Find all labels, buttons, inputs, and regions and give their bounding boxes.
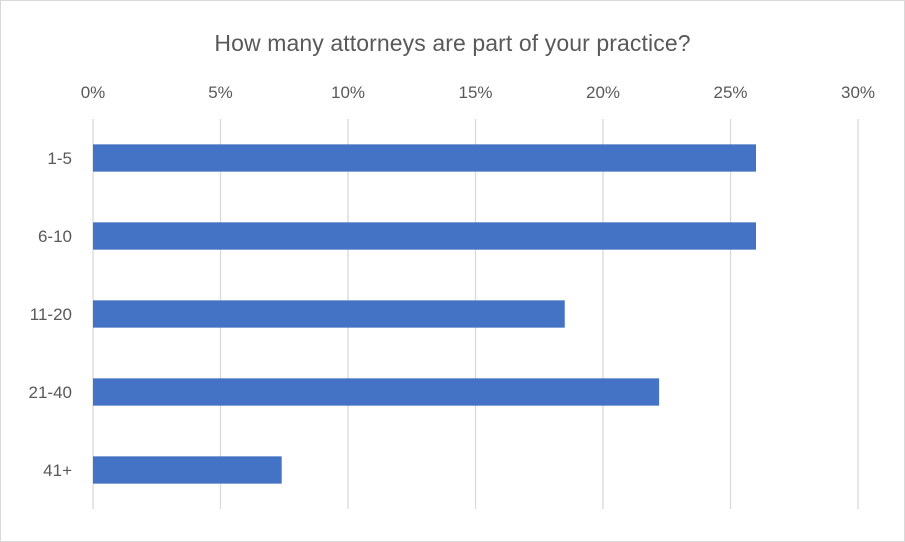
category-label: 41+ — [43, 461, 72, 480]
x-tick-label: 0% — [81, 83, 106, 102]
bar-11-20 — [93, 300, 565, 328]
category-label: 6-10 — [38, 227, 72, 246]
x-tick-label: 30% — [841, 83, 875, 102]
chart-title: How many attorneys are part of your prac… — [214, 30, 691, 56]
category-label: 11-20 — [30, 305, 72, 324]
x-tick-label: 5% — [208, 83, 233, 102]
category-label: 1-5 — [47, 149, 72, 168]
bar-41+ — [93, 456, 282, 484]
x-tick-label: 15% — [458, 83, 492, 102]
x-tick-label: 20% — [586, 83, 620, 102]
bar-1-5 — [93, 144, 756, 172]
bar-21-40 — [93, 378, 660, 406]
x-tick-label: 10% — [331, 83, 365, 102]
x-tick-label: 25% — [713, 83, 747, 102]
bar-6-10 — [93, 222, 756, 250]
category-label: 21-40 — [29, 383, 72, 402]
